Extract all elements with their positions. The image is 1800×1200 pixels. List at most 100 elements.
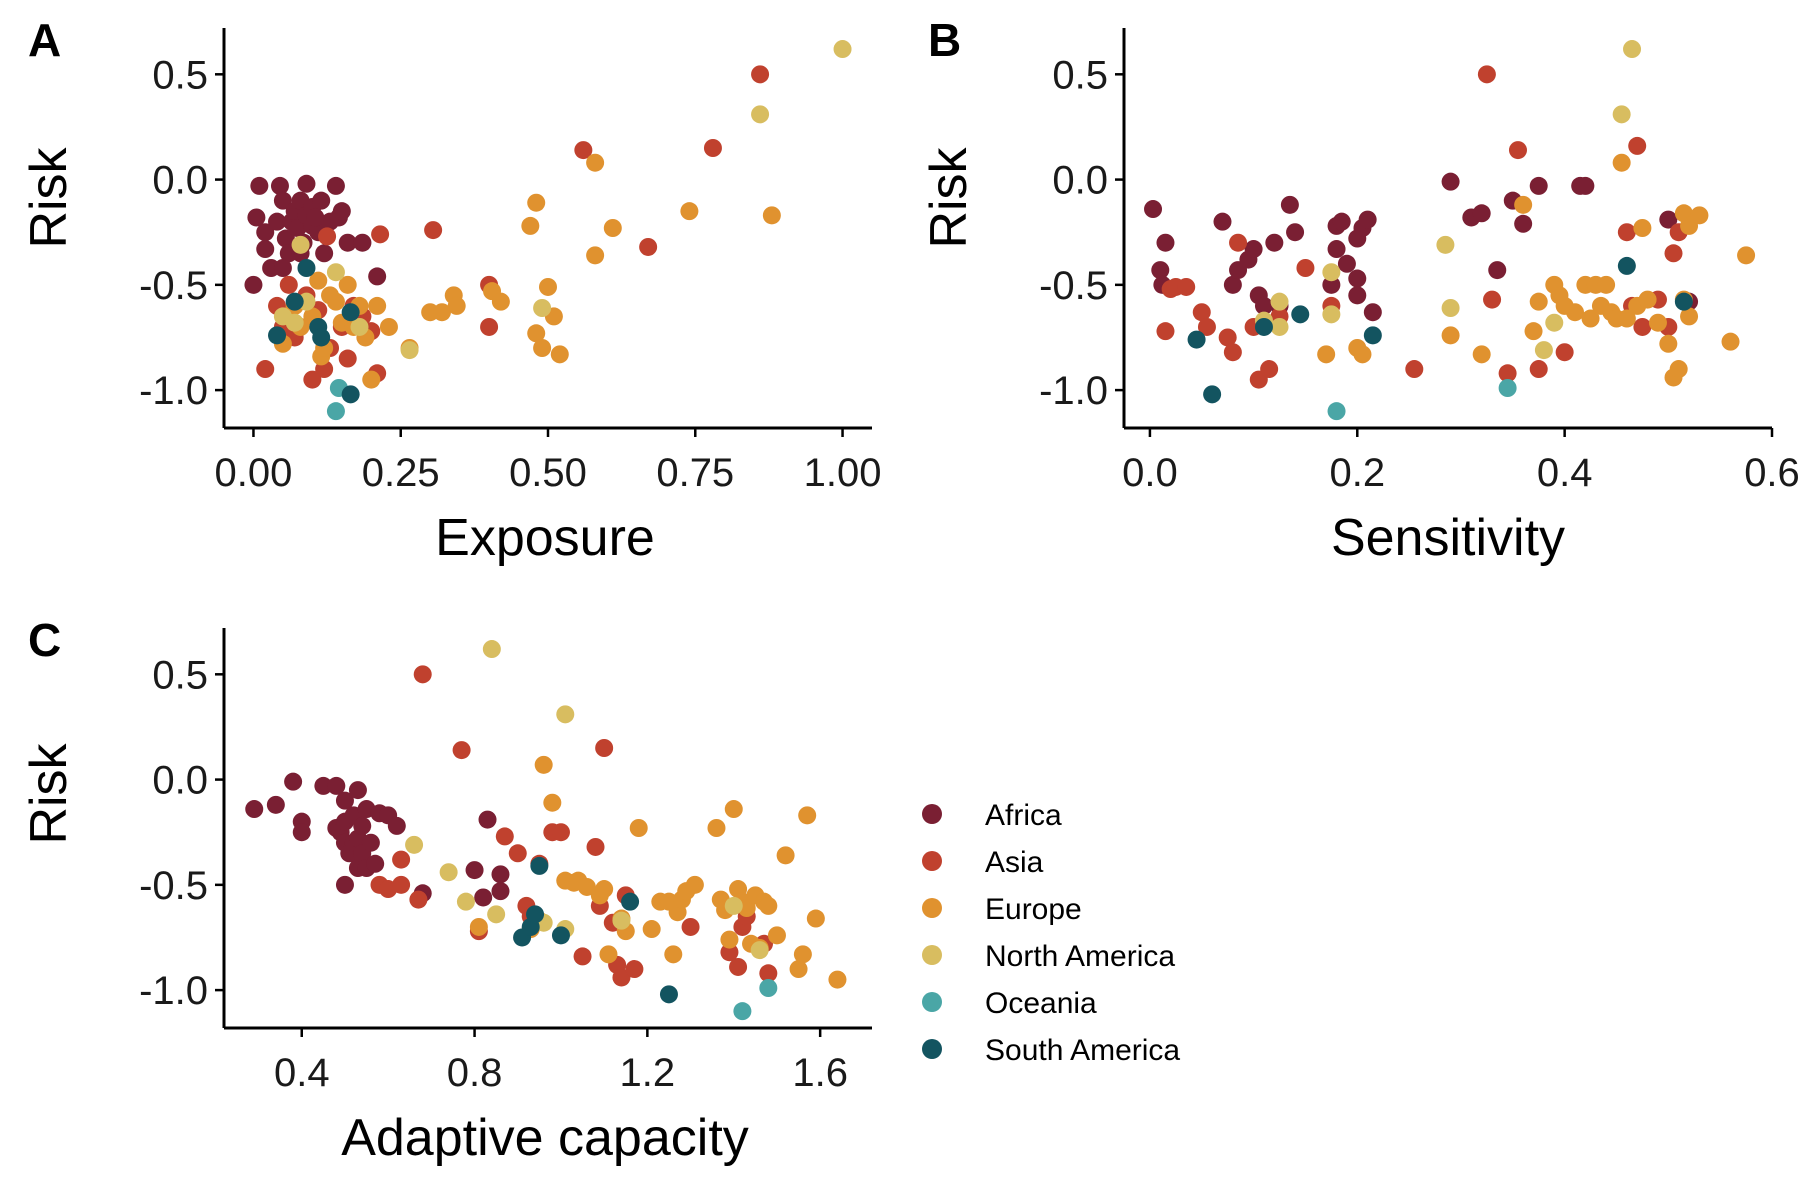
legend: Africa Asia Europe North America Oceania Sout…	[922, 799, 1180, 1067]
point-north-america	[1322, 263, 1341, 282]
point-europe	[1669, 360, 1688, 379]
point-asia	[1529, 360, 1548, 379]
point-asia	[1197, 317, 1216, 336]
panel-c-label: C	[28, 614, 61, 666]
point-north-america	[533, 299, 552, 317]
panel-b-y-tick-label: 0.5	[1052, 53, 1108, 97]
point-europe	[629, 819, 648, 837]
point-north-america	[1441, 299, 1460, 317]
point-north-america	[285, 313, 304, 332]
panel-b-xlabel: Sensitivity	[1331, 509, 1565, 567]
point-europe	[550, 345, 569, 364]
point-asia	[279, 275, 298, 294]
point-africa	[266, 795, 285, 814]
point-europe	[776, 846, 795, 865]
point-asia	[480, 317, 499, 336]
panel-a-y-tick-label: 0.5	[152, 53, 208, 97]
point-africa	[312, 191, 331, 210]
point-europe	[379, 317, 398, 336]
point-europe	[595, 880, 614, 899]
point-asia	[303, 370, 322, 389]
panel-b-y-tick-label: -1.0	[1039, 369, 1108, 413]
point-north-america	[326, 263, 345, 282]
point-europe	[521, 216, 540, 235]
point-asia	[1483, 290, 1502, 309]
point-africa	[315, 244, 334, 263]
point-north-america	[400, 341, 419, 360]
point-africa	[288, 219, 307, 237]
panel-c-x-tick-label: 1.6	[792, 1051, 848, 1095]
point-europe	[798, 806, 817, 825]
point-africa	[247, 208, 266, 227]
point-south-america	[312, 328, 331, 347]
point-africa	[1441, 172, 1460, 191]
point-europe	[362, 370, 381, 389]
panel-c-points	[245, 640, 847, 1021]
point-europe	[1721, 332, 1740, 351]
point-africa	[284, 772, 303, 791]
point-europe	[534, 755, 553, 774]
point-europe	[1633, 219, 1652, 237]
point-africa	[244, 275, 263, 294]
point-africa	[1576, 176, 1595, 195]
point-africa	[306, 208, 325, 227]
point-asia	[256, 360, 275, 379]
point-africa	[1286, 223, 1305, 242]
point-north-america	[291, 235, 310, 254]
panel-c-y-tick-label: -0.5	[139, 864, 208, 908]
point-asia	[495, 827, 514, 846]
point-south-america	[1617, 256, 1636, 275]
point-europe	[1690, 206, 1709, 225]
panel-b-x-tick-label: 0.4	[1537, 451, 1593, 495]
point-africa	[491, 865, 510, 884]
point-asia	[1296, 259, 1315, 277]
point-north-america	[1436, 235, 1455, 254]
point-oceania	[1498, 379, 1517, 397]
point-africa	[1280, 195, 1299, 214]
point-asia	[1498, 364, 1517, 383]
point-north-america	[556, 705, 575, 724]
point-europe	[309, 271, 328, 290]
legend-key-north-america	[922, 945, 942, 965]
point-europe	[491, 292, 510, 311]
point-africa	[1327, 240, 1346, 259]
point-europe	[469, 917, 488, 936]
point-asia	[371, 225, 390, 244]
point-north-america	[1270, 317, 1289, 336]
panel-a-x-tick-label: 0.00	[215, 451, 293, 495]
point-south-america	[551, 926, 570, 945]
point-europe	[720, 930, 739, 949]
panel-b-x-tick-label: 0.6	[1744, 451, 1800, 495]
point-asia	[1555, 343, 1574, 362]
point-north-america	[751, 105, 770, 124]
panel-b-x-tick-label: 0.2	[1329, 451, 1385, 495]
point-north-america	[724, 896, 743, 915]
panel-c-x-tick-label: 0.4	[274, 1051, 330, 1095]
point-europe	[527, 324, 546, 343]
point-europe	[1659, 334, 1678, 353]
point-asia	[1192, 303, 1211, 322]
point-africa	[1254, 296, 1273, 315]
point-europe	[1648, 313, 1667, 332]
panel-a-x-tick-label: 0.75	[656, 451, 734, 495]
point-europe	[543, 793, 562, 812]
point-europe	[1529, 292, 1548, 311]
point-africa	[1223, 275, 1242, 294]
point-asia	[574, 141, 593, 160]
panel-c: C Risk Adaptive capacity -1.0 -0.5 0.0 0.5 0…	[20, 614, 872, 1167]
point-africa	[474, 888, 493, 907]
legend-label-asia: Asia	[985, 846, 1044, 879]
point-north-america	[750, 941, 769, 960]
point-asia	[1260, 360, 1279, 379]
panel-b-x-tick-label: 0.0	[1122, 451, 1178, 495]
point-europe	[759, 896, 778, 915]
point-africa	[338, 233, 357, 252]
point-europe	[1581, 309, 1600, 328]
legend-label-south-america: South America	[985, 1034, 1180, 1067]
legend-label-oceania: Oceania	[985, 987, 1097, 1020]
point-north-america	[350, 317, 369, 336]
point-north-america	[405, 835, 424, 854]
point-asia	[586, 837, 605, 856]
point-europe	[1680, 307, 1699, 326]
